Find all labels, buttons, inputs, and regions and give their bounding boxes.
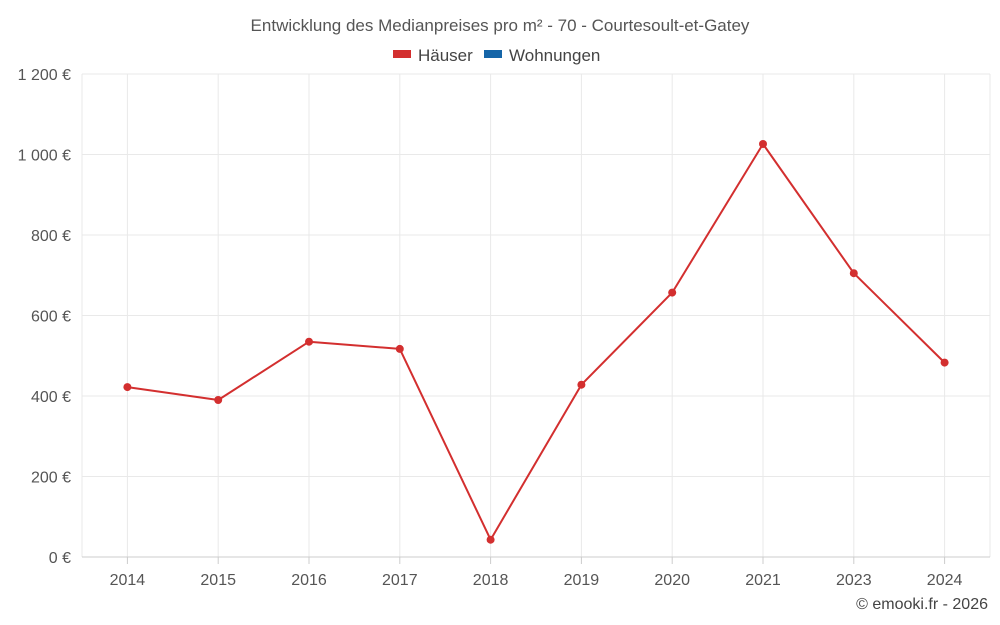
x-axis-ticks: 2014 2015 2016 2017 2018 2019 2020 2021 2023 2024 (110, 572, 963, 589)
series-line-0 (127, 143, 946, 541)
y-tick-label: 0 € (49, 550, 71, 567)
credit-text: © emooki.fr - 2026 (856, 596, 988, 613)
data-point-2021[interactable] (759, 140, 767, 148)
legend-swatch-wohnungen (484, 50, 502, 58)
y-tick-label: 1 200 € (18, 67, 71, 84)
data-point-2018[interactable] (486, 535, 495, 544)
y-tick-label: 800 € (31, 228, 71, 245)
data-point-2019[interactable] (577, 380, 586, 389)
series (123, 140, 949, 544)
legend-label-wohnungen: Wohnungen (509, 46, 600, 65)
axes (82, 556, 990, 564)
data-point-2017[interactable] (395, 344, 404, 353)
x-tick-label: 2018 (473, 572, 509, 589)
y-axis-ticks: 0 € 200 € 400 € 600 € 800 € 1 000 € 1 200 € (18, 67, 71, 567)
data-point-2023[interactable] (849, 269, 858, 278)
legend-item-haeuser[interactable]: Häuser (393, 46, 473, 65)
legend-label-haeuser: Häuser (418, 46, 473, 65)
y-tick-label: 200 € (31, 470, 71, 487)
y-tick-label: 1 000 € (18, 148, 71, 165)
legend: Häuser Wohnungen (393, 46, 600, 65)
data-point-2015[interactable] (214, 396, 223, 404)
x-tick-label: 2021 (745, 572, 781, 589)
chart-title: Entwicklung des Medianpreises pro m² - 7… (251, 16, 750, 35)
data-point-2020[interactable] (668, 288, 677, 297)
legend-item-wohnungen[interactable]: Wohnungen (484, 46, 600, 65)
x-tick-label: 2017 (382, 572, 418, 589)
x-tick-label: 2016 (291, 572, 327, 589)
grid (81, 73, 991, 557)
x-tick-label: 2019 (564, 572, 600, 589)
x-tick-label: 2015 (200, 572, 236, 589)
data-point-2014[interactable] (123, 383, 132, 392)
legend-swatch-haeuser (393, 50, 411, 58)
y-tick-label: 600 € (31, 309, 71, 326)
x-tick-label: 2024 (927, 572, 963, 589)
data-point-2016[interactable] (305, 337, 313, 346)
data-point-2024[interactable] (940, 358, 949, 367)
x-tick-label: 2014 (110, 572, 146, 589)
x-tick-label: 2020 (654, 572, 690, 589)
x-tick-label: 2023 (836, 572, 872, 589)
y-tick-label: 400 € (31, 389, 71, 406)
